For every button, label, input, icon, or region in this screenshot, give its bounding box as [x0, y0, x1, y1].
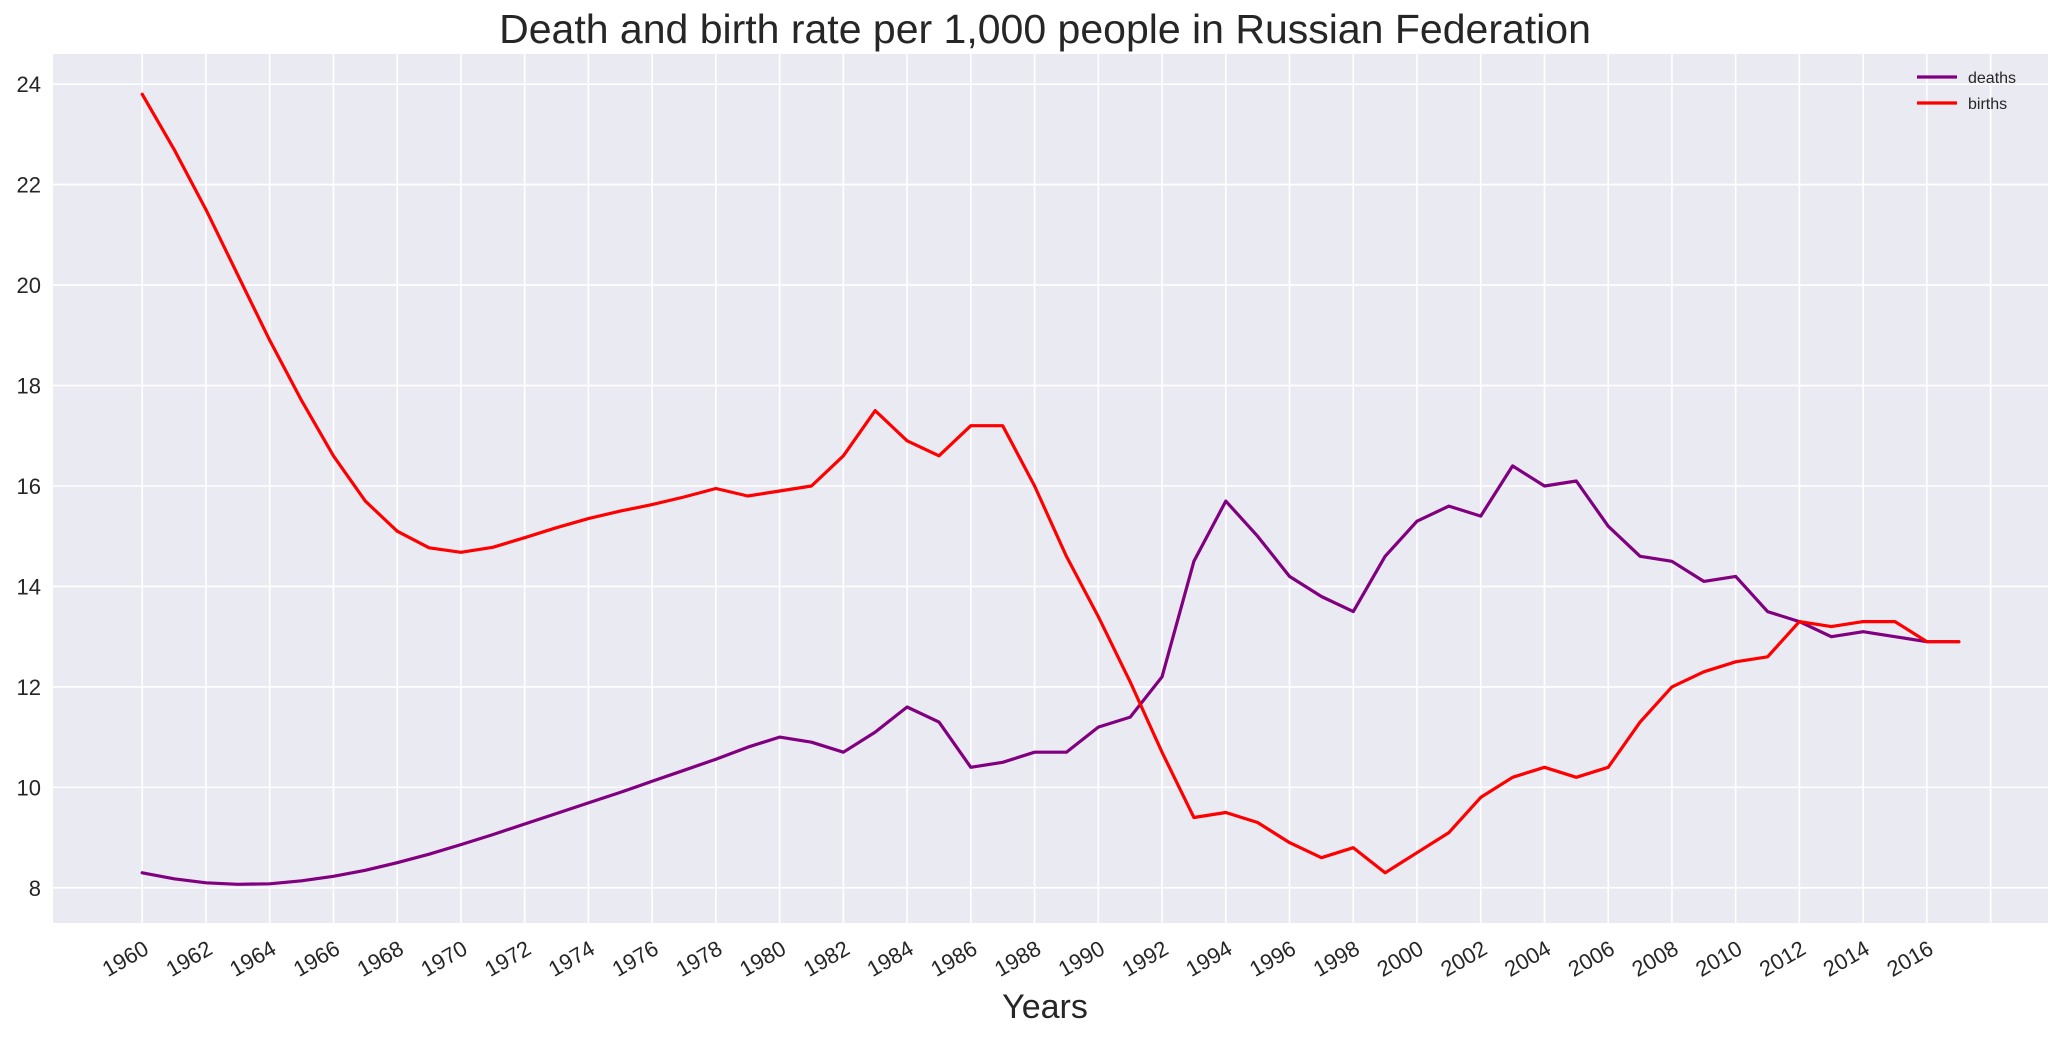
plot-area: [53, 54, 2048, 923]
x-tick-label: 1972: [480, 936, 535, 982]
series-lines: [140, 92, 1961, 886]
x-tick-label: 2010: [1691, 936, 1746, 982]
series-line-deaths: [140, 464, 1961, 886]
x-axis-label: Years: [1002, 988, 1088, 1026]
y-tick-label: 8: [29, 876, 41, 901]
y-tick-label: 20: [17, 273, 41, 298]
legend: deaths births: [1917, 70, 2016, 113]
y-tick-label: 14: [17, 574, 41, 599]
x-axis: 1960 1962 1964 1966 1968 1970 1972 1974 1976 1978…: [98, 936, 1938, 982]
y-tick-label: 18: [17, 374, 41, 399]
x-tick-label: 1976: [608, 936, 663, 982]
x-tick-label: 1974: [544, 936, 599, 982]
x-tick-label: 1994: [1181, 936, 1236, 982]
x-tick-label: 1960: [98, 936, 153, 982]
y-axis: 8 10 12 14 16 18 20 22 24: [17, 72, 41, 901]
x-tick-label: 2016: [1883, 936, 1938, 982]
y-tick-label: 22: [17, 173, 41, 198]
x-tick-label: 2006: [1564, 936, 1619, 982]
x-tick-label: 2014: [1819, 936, 1874, 982]
legend-label-births: births: [1968, 96, 2007, 113]
x-tick-label: 1998: [1309, 936, 1364, 982]
series-line-births: [140, 92, 1961, 875]
x-tick-label: 2000: [1373, 936, 1428, 982]
legend-label-deaths: deaths: [1968, 70, 2016, 87]
x-tick-label: 1984: [863, 936, 918, 982]
y-tick-label: 24: [17, 72, 41, 97]
x-tick-label: 1992: [1118, 936, 1173, 982]
x-tick-label: 1986: [926, 936, 981, 982]
x-tick-label: 1982: [799, 936, 854, 982]
y-tick-label: 10: [17, 775, 41, 800]
chart-title: Death and birth rate per 1,000 people in…: [499, 6, 1591, 52]
x-tick-label: 2004: [1500, 936, 1555, 982]
x-tick-label: 1990: [1054, 936, 1109, 982]
x-tick-label: 1980: [735, 936, 790, 982]
y-tick-label: 12: [17, 675, 41, 700]
x-tick-label: 1970: [417, 936, 472, 982]
x-tick-label: 1988: [990, 936, 1045, 982]
x-tick-label: 1978: [671, 936, 726, 982]
x-tick-label: 1962: [162, 936, 217, 982]
x-tick-label: 1968: [353, 936, 408, 982]
y-tick-label: 16: [17, 474, 41, 499]
x-tick-label: 2002: [1436, 936, 1491, 982]
x-tick-label: 1996: [1245, 936, 1300, 982]
x-tick-label: 1966: [289, 936, 344, 982]
x-tick-label: 2012: [1755, 936, 1810, 982]
x-tick-label: 2008: [1628, 936, 1683, 982]
x-tick-label: 1964: [225, 936, 280, 982]
